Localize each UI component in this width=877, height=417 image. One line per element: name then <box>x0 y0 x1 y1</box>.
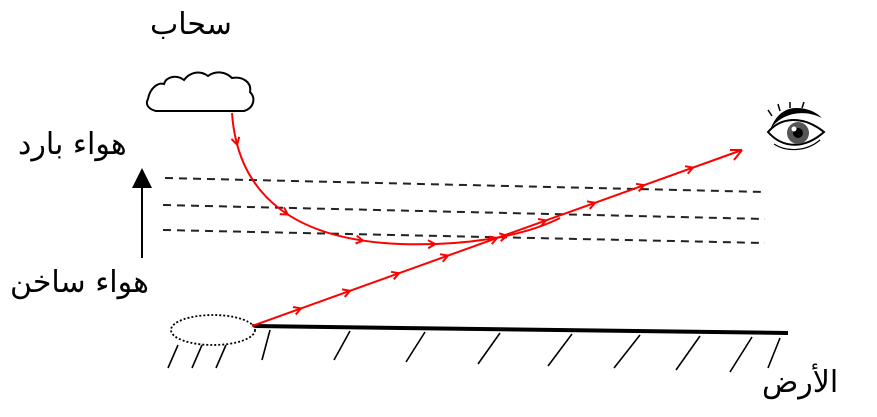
direct-ray-arrowhead-4 <box>439 253 450 263</box>
refracted-ray-arrowhead-3 <box>355 234 366 245</box>
direct-ray-arrowhead-7 <box>586 200 597 210</box>
hot-air-label: هواء ساخن <box>10 265 149 300</box>
refracted-ray-arrowhead-2 <box>279 206 290 216</box>
ground-line <box>249 324 789 335</box>
ground-object <box>170 314 256 346</box>
direct-ray-arrowhead-5 <box>488 235 499 245</box>
eye-icon <box>766 101 826 151</box>
direct-ray-arrowhead-8 <box>635 182 646 192</box>
refracted-ray-arrowhead-1 <box>230 136 241 147</box>
direct-ray-arrowhead-6 <box>537 218 548 228</box>
refracted-ray-arrowhead-4 <box>427 239 438 250</box>
direct-ray-arrowhead-9 <box>684 165 695 175</box>
cold-air-label: هواء بارد <box>18 127 127 162</box>
air-layers <box>162 177 766 244</box>
air-layer-1 <box>164 177 766 193</box>
direct-ray-arrowhead-1 <box>292 306 303 316</box>
ray-tip <box>730 149 743 161</box>
ray-arrows <box>230 136 695 316</box>
cloud-icon <box>145 71 255 112</box>
air-layer-2 <box>162 204 766 220</box>
direct-ray-arrowhead-3 <box>390 270 401 280</box>
direct-ray-arrowhead-2 <box>341 288 352 298</box>
ground-hatching <box>167 329 781 373</box>
air-layer-3 <box>162 229 766 244</box>
refracted-ray-arrowhead-5 <box>498 232 509 242</box>
refracted-ray <box>231 112 561 246</box>
ground-label: الأرض <box>762 365 839 400</box>
cloud-label: سحاب <box>150 7 232 42</box>
